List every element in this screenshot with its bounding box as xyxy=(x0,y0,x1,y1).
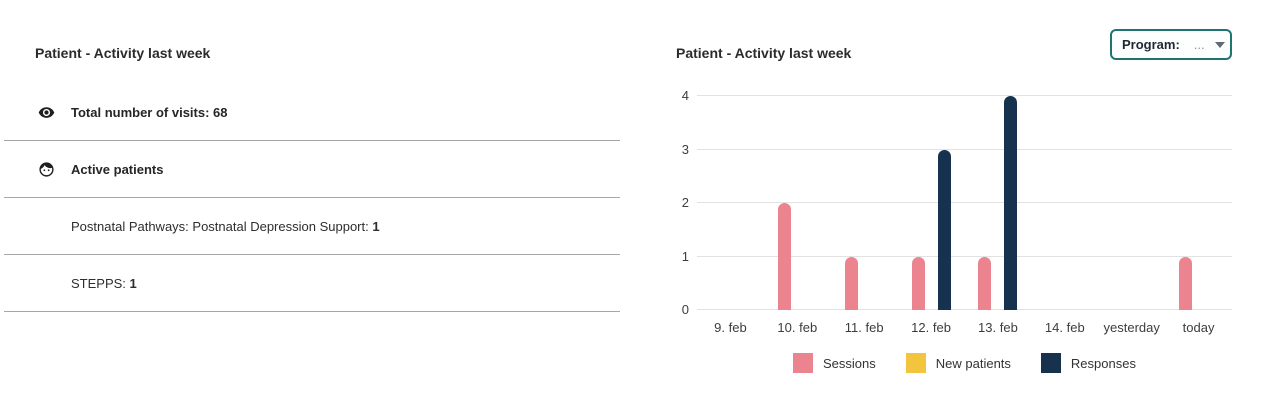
program-filter-label: Program: xyxy=(1122,37,1180,52)
bar-group-10-feb xyxy=(764,96,831,310)
summary-rows: Total number of visits: 68 Active patient… xyxy=(4,84,620,312)
y-tick-2: 2 xyxy=(681,195,689,210)
chart-legend: Sessions New patients Responses xyxy=(697,353,1232,373)
legend-swatch-new-patients xyxy=(905,353,926,373)
x-axis-labels: 9. feb 10. feb 11. feb 12. feb 13. feb 14. fe… xyxy=(697,320,1232,335)
summary-panel-title: Patient - Activity last week xyxy=(35,44,211,61)
gridline-y1 xyxy=(697,255,1232,257)
eye-icon xyxy=(38,104,55,121)
y-tick-0: 0 xyxy=(681,302,689,317)
bar-group-today xyxy=(1165,96,1232,310)
bar-chart-plot-area: 0 1 2 3 4 xyxy=(682,88,1232,317)
bar-sessions-13-feb[interactable] xyxy=(978,256,992,310)
bar-group-9-feb xyxy=(697,96,764,310)
legend-label-sessions: Sessions xyxy=(823,355,876,371)
row-value: 1 xyxy=(372,218,380,234)
row-label: Active patients xyxy=(71,161,164,177)
bar-group-12-feb xyxy=(898,96,965,310)
bar-sessions-12-feb[interactable] xyxy=(911,256,925,310)
bar-group-yesterday xyxy=(1098,96,1165,310)
row-icon-spacer xyxy=(38,275,55,292)
x-tick-13-feb: 13. feb xyxy=(978,320,1018,335)
gridline-y2 xyxy=(697,202,1232,203)
y-tick-1: 1 xyxy=(681,248,689,264)
bar-sessions-11-feb[interactable] xyxy=(844,256,858,310)
x-tick-today: today xyxy=(1182,320,1215,335)
x-tick-yesterday: yesterday xyxy=(1103,320,1160,335)
row-value: 1 xyxy=(129,275,137,291)
legend-item-new-patients[interactable]: New patients xyxy=(905,353,1011,373)
x-tick-10-feb: 10. feb xyxy=(777,320,818,335)
legend-swatch-responses xyxy=(1040,353,1061,373)
bar-responses-12-feb[interactable] xyxy=(937,149,951,310)
y-tick-3: 3 xyxy=(681,141,689,157)
row-icon-spacer xyxy=(38,218,55,235)
x-tick-11-feb: 11. feb xyxy=(844,320,884,335)
bar-responses-13-feb[interactable] xyxy=(1004,96,1018,310)
row-label: Total number of visits: 68 xyxy=(71,104,228,120)
chart-panel-title: Patient - Activity last week xyxy=(676,44,852,61)
bar-group-14-feb xyxy=(1031,96,1098,310)
x-tick-14-feb: 14. feb xyxy=(1044,320,1085,335)
legend-item-responses[interactable]: Responses xyxy=(1040,353,1136,373)
gridline-y3 xyxy=(697,148,1232,150)
bar-group-13-feb xyxy=(965,96,1032,310)
legend-item-sessions[interactable]: Sessions xyxy=(793,353,876,373)
face-icon xyxy=(38,161,55,178)
legend-swatch-sessions xyxy=(793,353,814,373)
bar-sessions-10-feb[interactable] xyxy=(777,203,791,310)
program-filter-value: ... xyxy=(1193,37,1205,52)
legend-label-responses: Responses xyxy=(1070,355,1136,371)
summary-row-active-patients: Active patients xyxy=(4,141,620,198)
x-tick-12-feb: 12. feb xyxy=(911,320,951,335)
x-tick-9-feb: 9. feb xyxy=(714,320,747,335)
bar-group-11-feb xyxy=(831,96,898,310)
legend-label-new-patients: New patients xyxy=(935,355,1011,371)
summary-row-stepps: STEPPS: 1 xyxy=(4,255,620,312)
y-tick-4: 4 xyxy=(681,88,689,103)
summary-row-postnatal-pathways: Postnatal Pathways: Postnatal Depression… xyxy=(4,198,620,255)
row-label: STEPPS: 1 xyxy=(71,275,137,291)
program-filter-dropdown[interactable]: Program: ... xyxy=(1110,29,1232,60)
chevron-down-icon xyxy=(1214,41,1225,48)
row-label: Postnatal Pathways: Postnatal Depression… xyxy=(71,218,380,234)
gridline-y0 xyxy=(697,309,1232,310)
gridline-y4 xyxy=(697,95,1232,96)
bar-sessions-today[interactable] xyxy=(1179,256,1193,310)
summary-row-total-number-of-visits: Total number of visits: 68 xyxy=(4,84,620,141)
